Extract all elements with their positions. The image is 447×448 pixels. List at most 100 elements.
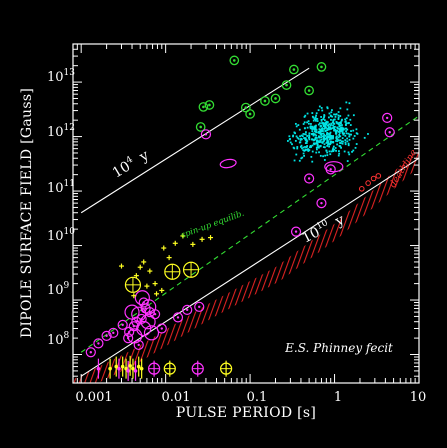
x-tick-label-10: 10 <box>410 390 427 405</box>
field-pulsar-point <box>309 145 312 147</box>
field-pulsar-point <box>319 130 322 133</box>
field-pulsar-point <box>328 112 331 115</box>
field-pulsars <box>286 101 369 163</box>
field-pulsar-point <box>330 137 333 140</box>
field-pulsar-point <box>326 139 329 142</box>
y-tick-label-1e10: 1010 <box>47 227 75 244</box>
field-pulsar-point <box>345 130 347 133</box>
field-pulsar-point <box>339 142 342 144</box>
field-pulsar-point <box>342 132 345 135</box>
field-pulsar-point <box>341 130 344 132</box>
snr-pulsar-dot <box>263 99 267 103</box>
field-pulsar-point <box>341 124 343 126</box>
field-pulsar-point <box>310 123 312 125</box>
y-axis-title: DIPOLE SURFACE FIELD [Gauss] <box>19 88 35 338</box>
binary-pulsar-marker <box>101 330 112 341</box>
binary-cluster-circle <box>141 299 157 315</box>
x-tick-label-0.01: 0.01 <box>162 390 191 405</box>
snr-pulsar-dot <box>248 112 252 116</box>
field-pulsar-point <box>336 140 339 143</box>
upper-limit-dot <box>128 364 132 368</box>
field-pulsar-point <box>367 133 369 135</box>
field-pulsar-point <box>341 137 344 140</box>
field-pulsar-point <box>320 119 323 122</box>
binary-cluster-circle <box>136 320 152 337</box>
red-pulsar-point <box>375 173 382 179</box>
red-pulsar-point <box>365 180 371 186</box>
field-pulsar-point <box>331 127 334 129</box>
field-pulsar-point <box>339 128 341 131</box>
field-pulsar-point <box>322 125 325 127</box>
binary-pulsar-dot <box>320 201 323 205</box>
field-pulsar-point <box>304 148 307 151</box>
field-pulsar-point <box>347 144 350 147</box>
binary-pulsar-dot <box>329 168 332 171</box>
axis-ticks <box>72 43 420 384</box>
field-pulsar-point <box>340 119 343 122</box>
field-pulsar-point <box>310 155 313 158</box>
field-pulsar-point <box>329 131 332 134</box>
field-pulsar-point <box>339 145 341 148</box>
field-pulsar-point <box>355 128 358 131</box>
field-pulsar-point <box>333 129 336 132</box>
field-pulsar-point <box>325 123 327 126</box>
field-pulsar-point <box>349 118 352 121</box>
field-pulsar-point <box>345 127 348 130</box>
field-pulsar-point <box>306 148 309 151</box>
binary-pulsar-dot <box>112 331 115 335</box>
binary-pulsar-marker <box>316 198 327 209</box>
field-pulsar-point <box>348 153 351 156</box>
field-pulsar-point <box>328 128 331 131</box>
field-pulsar-point <box>301 156 304 159</box>
field-pulsar-point <box>326 121 329 123</box>
field-pulsar-point <box>342 128 345 131</box>
field-pulsar-point <box>289 141 292 144</box>
field-pulsar-point <box>323 122 326 125</box>
field-pulsar-point <box>337 116 340 119</box>
field-pulsar-point <box>326 135 329 138</box>
field-pulsar-point <box>344 123 347 126</box>
field-pulsar-point <box>304 137 307 140</box>
field-pulsar-point <box>326 145 329 147</box>
field-pulsar-point <box>334 113 337 116</box>
field-pulsar-point <box>325 122 328 124</box>
snr-pulsar-marker <box>316 62 327 72</box>
field-pulsar-point <box>336 129 339 132</box>
field-pulsar-point <box>324 146 326 149</box>
field-pulsar-point <box>333 127 336 130</box>
field-pulsar-point <box>337 136 340 139</box>
binary-pulsar-dot <box>121 323 124 327</box>
field-pulsar-point <box>313 142 315 145</box>
field-pulsar-point <box>338 132 341 134</box>
binary-pulsar-marker <box>200 129 212 140</box>
field-pulsar-point <box>316 137 318 139</box>
field-pulsar-point <box>336 138 338 141</box>
field-pulsar-point <box>320 116 322 118</box>
binary-pulsar-dot <box>137 343 140 347</box>
snr-pulsar-marker <box>204 100 215 110</box>
field-pulsar-point <box>311 130 314 132</box>
upper-limit-dot <box>139 366 144 371</box>
field-pulsar-point <box>328 150 331 153</box>
y-tick-label-1e11: 1011 <box>47 179 75 196</box>
field-pulsar-point <box>322 140 325 143</box>
field-pulsar-point <box>295 135 298 138</box>
field-pulsar-point <box>319 145 322 148</box>
field-pulsar-point <box>295 153 298 156</box>
binary-pulsar-marker <box>85 347 96 358</box>
field-pulsar-point <box>320 107 323 109</box>
field-pulsar-point <box>304 133 307 136</box>
field-pulsar-point <box>339 130 342 133</box>
field-pulsar-point <box>321 109 324 112</box>
field-pulsar-point <box>330 150 333 153</box>
field-pulsar-point <box>326 133 328 136</box>
field-pulsar-point <box>345 117 348 120</box>
field-pulsar-point <box>313 139 316 141</box>
binary-pulsar-marker <box>384 127 395 138</box>
field-pulsar-point <box>338 150 340 152</box>
field-pulsar-point <box>326 151 329 154</box>
field-pulsar-point <box>331 109 333 111</box>
binary-pulsar-marker <box>117 319 128 330</box>
field-pulsar-point <box>309 127 312 130</box>
field-pulsar-point <box>311 126 314 129</box>
